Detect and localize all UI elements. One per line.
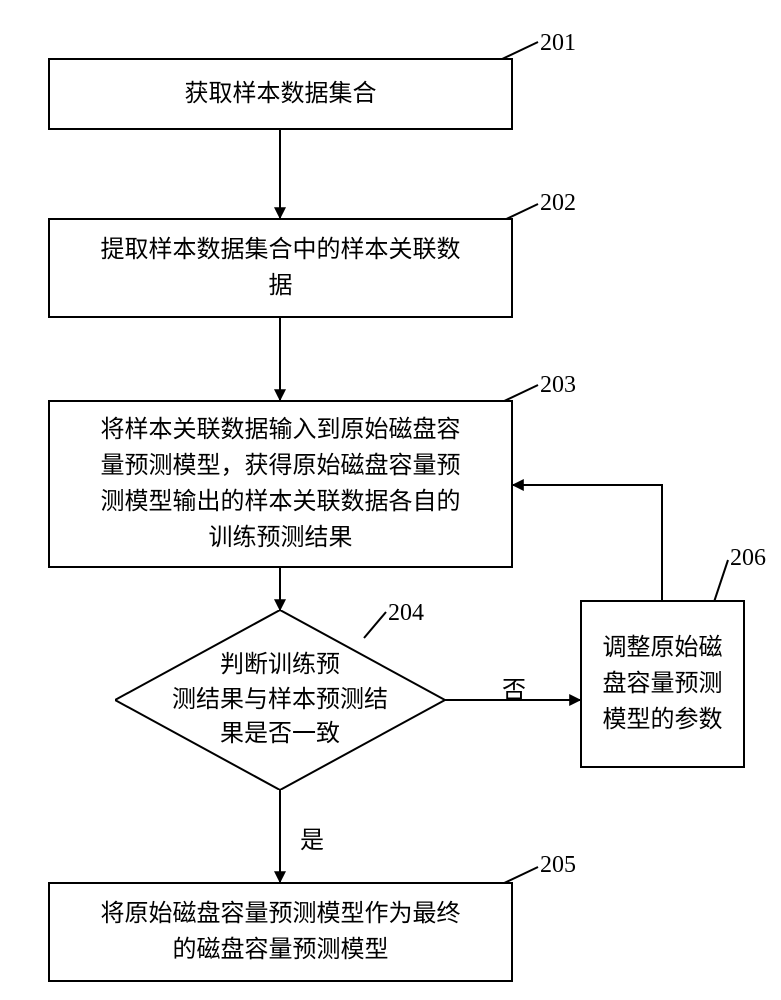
process-n202: 提取样本数据集合中的样本关联数据	[48, 218, 513, 318]
node-label: 判断训练预测结果与样本预测结果是否一致	[115, 610, 445, 790]
decision-n204: 判断训练预测结果与样本预测结果是否一致	[115, 610, 445, 790]
ref-leader	[714, 560, 728, 602]
node-label: 将样本关联数据输入到原始磁盘容量预测模型，获得原始磁盘容量预测模型输出的样本关联…	[101, 412, 461, 556]
ref-label-203: 203	[540, 372, 576, 399]
edge	[513, 485, 662, 600]
node-label: 获取样本数据集合	[185, 76, 377, 112]
node-label: 提取样本数据集合中的样本关联数据	[101, 232, 461, 304]
ref-label-206: 206	[730, 545, 766, 572]
flowchart-canvas: 获取样本数据集合提取样本数据集合中的样本关联数据将样本关联数据输入到原始磁盘容量…	[0, 0, 781, 1000]
ref-label-205: 205	[540, 852, 576, 879]
process-n206: 调整原始磁盘容量预测模型的参数	[580, 600, 745, 768]
process-n201: 获取样本数据集合	[48, 58, 513, 130]
ref-label-201: 201	[540, 30, 576, 57]
edge-label: 否	[502, 670, 526, 705]
process-n203: 将样本关联数据输入到原始磁盘容量预测模型，获得原始磁盘容量预测模型输出的样本关联…	[48, 400, 513, 568]
edge-label: 是	[300, 820, 324, 855]
node-label: 调整原始磁盘容量预测模型的参数	[603, 630, 723, 738]
ref-label-202: 202	[540, 190, 576, 217]
process-n205: 将原始磁盘容量预测模型作为最终的磁盘容量预测模型	[48, 882, 513, 982]
ref-label-204: 204	[388, 600, 424, 627]
node-label: 将原始磁盘容量预测模型作为最终的磁盘容量预测模型	[101, 896, 461, 968]
